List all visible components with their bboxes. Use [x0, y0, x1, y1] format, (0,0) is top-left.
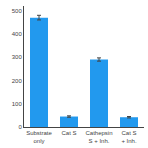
- svg-text:100: 100: [12, 101, 23, 107]
- svg-text:Cat S: Cat S: [61, 130, 76, 136]
- svg-text:CathepsinS + Inh.: CathepsinS + Inh.: [85, 130, 112, 144]
- svg-text:300: 300: [12, 54, 23, 60]
- svg-text:500: 500: [12, 8, 23, 14]
- svg-text:200: 200: [12, 78, 23, 84]
- svg-text:0: 0: [18, 124, 22, 130]
- svg-text:400: 400: [12, 31, 23, 37]
- svg-text:Substrateonly: Substrateonly: [26, 130, 52, 144]
- svg-text:Cat S+ Inh.: Cat S+ Inh.: [121, 130, 137, 144]
